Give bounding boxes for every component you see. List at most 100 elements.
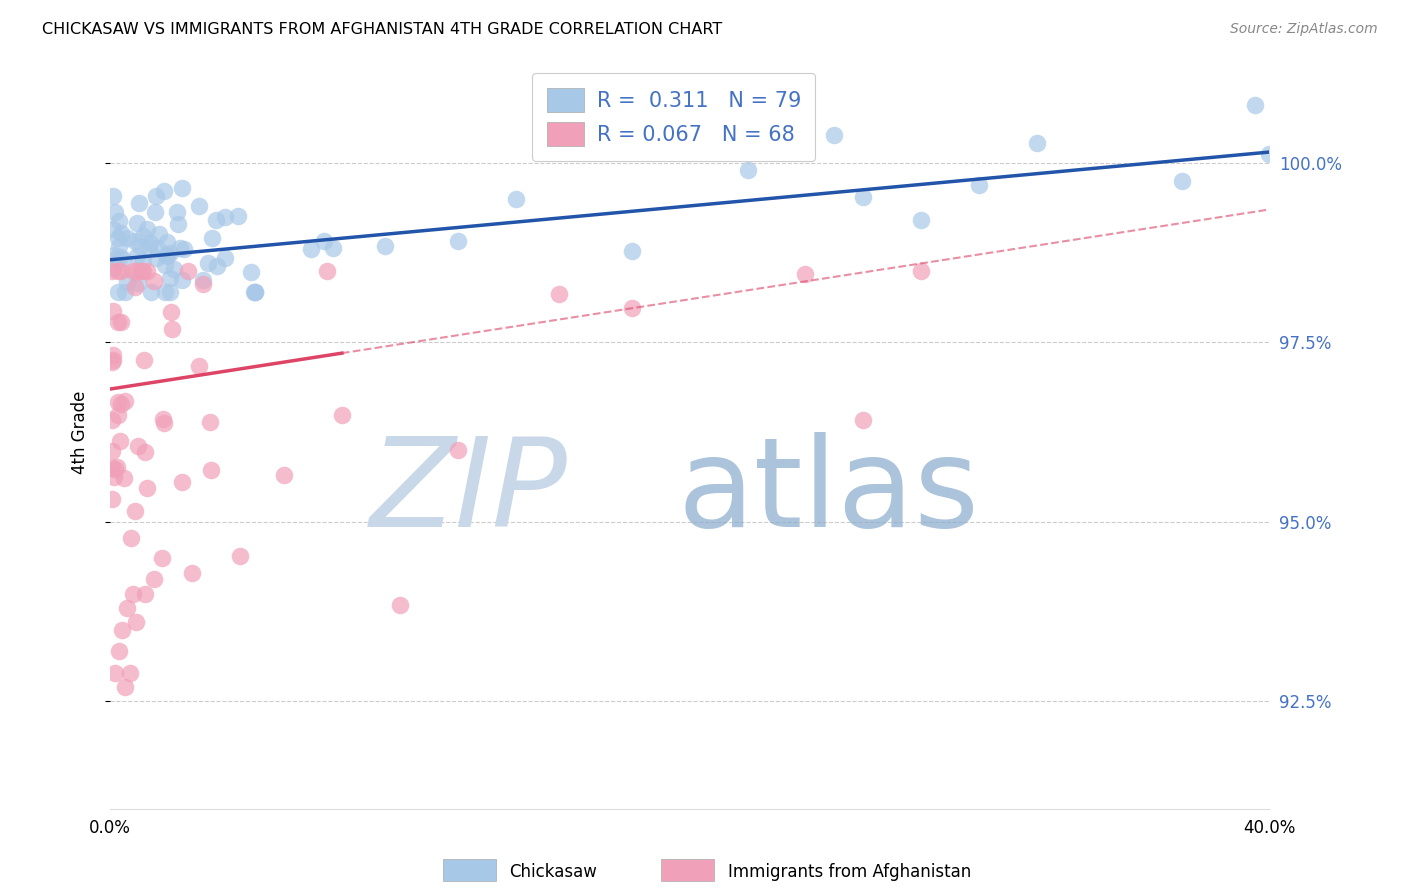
Point [108,250,131,264]
Point [1171,174,1194,188]
Point [100,491,122,506]
Point [101,260,124,275]
Point [299,242,322,256]
Point [127,439,149,453]
Text: Source: ZipAtlas.com: Source: ZipAtlas.com [1230,22,1378,37]
Point [125,249,148,263]
Point [172,181,194,195]
Point [145,241,167,255]
Point [115,275,138,289]
Point [103,304,125,318]
Point [180,566,202,580]
Point [159,285,181,299]
Point [447,442,470,457]
Point [374,238,396,252]
Point [103,248,125,262]
Text: ZIP: ZIP [370,432,568,553]
Point [135,222,157,236]
Point [121,263,143,277]
Point [197,255,219,269]
Point [132,253,155,268]
Point [124,235,146,249]
Point [100,444,122,458]
Point [153,259,176,273]
Point [145,189,167,203]
Point [170,475,193,489]
Point [163,261,186,276]
Point [120,665,142,680]
Point [172,273,194,287]
Point [125,615,148,630]
Point [100,461,122,475]
Y-axis label: 4th Grade: 4th Grade [72,391,89,474]
Point [134,353,156,368]
Point [145,251,167,265]
Point [187,359,209,373]
Point [115,231,138,245]
Point [114,285,136,299]
Point [101,253,124,268]
Point [127,216,149,230]
Point [136,481,159,495]
Point [138,240,160,254]
Point [150,550,173,565]
Point [101,189,124,203]
Point [910,213,932,227]
Point [107,263,129,277]
Point [104,205,127,219]
Point [852,412,875,426]
Point [110,315,132,329]
Point [128,196,150,211]
Point [134,445,156,459]
Text: Chickasaw: Chickasaw [509,863,596,881]
Point [105,459,128,474]
Point [1026,136,1049,150]
Point [127,276,149,290]
Point [134,587,156,601]
Point [100,354,122,368]
Point [152,411,174,425]
Point [124,504,146,518]
Point [120,531,142,545]
Point [204,213,226,227]
Point [169,241,191,255]
Point [107,409,129,423]
Point [142,274,165,288]
Point [142,572,165,586]
Point [214,210,236,224]
Point [112,471,135,485]
Point [177,263,200,277]
Point [794,268,817,282]
Point [156,235,179,249]
Point [114,680,136,694]
Point [117,601,139,615]
Point [107,395,129,409]
Point [200,463,222,477]
Point [110,263,132,277]
Point [108,434,131,448]
Point [107,285,129,299]
Point [100,263,122,277]
Point [188,199,211,213]
Point [205,259,228,273]
Point [138,235,160,250]
Point [159,271,181,285]
Point [110,397,132,411]
Text: atlas: atlas [678,432,980,553]
Point [110,226,132,240]
Point [107,644,129,658]
Point [240,265,263,279]
Point [129,263,152,277]
Point [112,252,135,267]
Legend: R =  0.311   N = 79, R = 0.067   N = 68: R = 0.311 N = 79, R = 0.067 N = 68 [531,73,815,161]
Point [214,251,236,265]
Point [160,322,183,336]
Point [548,287,571,301]
Point [193,277,215,292]
Point [678,126,700,140]
Point [143,205,166,219]
Point [108,238,131,252]
Point [155,248,177,262]
Point [159,246,181,260]
Point [107,315,129,329]
